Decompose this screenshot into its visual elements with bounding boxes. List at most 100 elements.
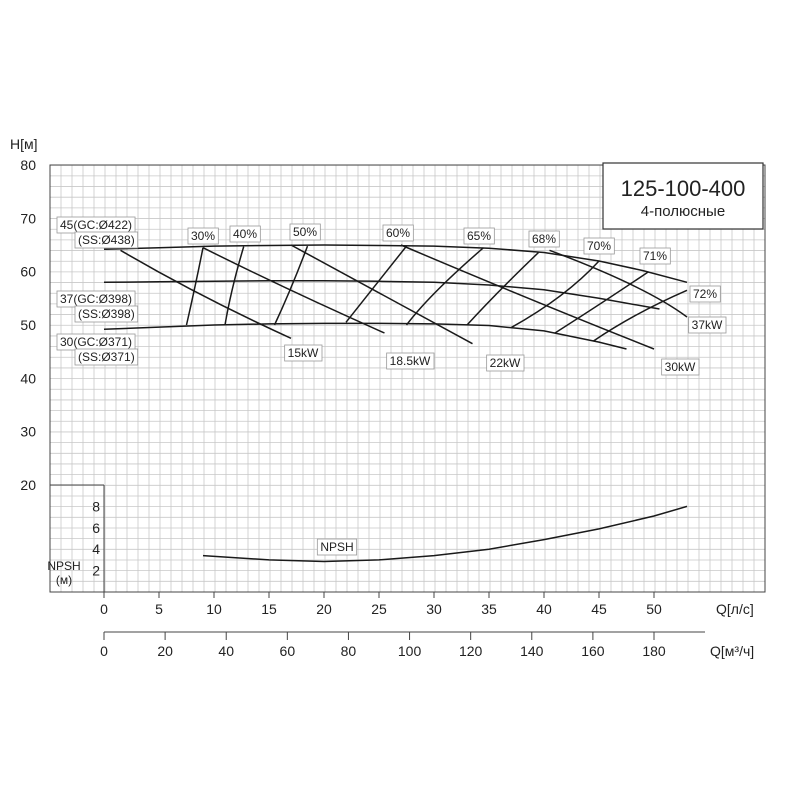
power-curve xyxy=(120,249,292,339)
head-curve-label: 45(GC:Ø422) xyxy=(60,218,132,232)
y-tick-label: 20 xyxy=(20,477,36,493)
power-label: 30kW xyxy=(665,360,696,374)
x-tick-label-ls: 10 xyxy=(206,601,222,617)
efficiency-label-box xyxy=(382,224,414,242)
efficiency-label-box xyxy=(463,227,495,245)
efficiency-label-box xyxy=(229,225,261,243)
x-tick-label-ls: 0 xyxy=(100,601,108,617)
efficiency-label: 65% xyxy=(467,229,491,243)
y-tick-label: 60 xyxy=(20,264,36,280)
y-tick-label: 50 xyxy=(20,317,36,333)
efficiency-curve xyxy=(224,246,245,326)
npsh-tick-label: 8 xyxy=(92,498,100,514)
power-label: 15kW xyxy=(288,346,319,360)
npsh-axis-label: (м) xyxy=(56,573,72,587)
x-tick-label-ls: 50 xyxy=(646,601,662,617)
y-tick-label: 70 xyxy=(20,210,36,226)
head-curve xyxy=(103,244,688,284)
efficiency-label: 40% xyxy=(233,227,257,241)
efficiency-label: 70% xyxy=(587,239,611,253)
npsh-curve-label-box xyxy=(316,538,358,556)
x-tick-label-ls: 35 xyxy=(481,601,497,617)
efficiency-curve xyxy=(593,289,688,342)
efficiency-curve xyxy=(405,247,484,326)
power-label: 18.5kW xyxy=(390,354,431,368)
efficiency-label: 68% xyxy=(532,232,556,246)
npsh-tick-label: 6 xyxy=(92,520,100,536)
efficiency-label-box xyxy=(187,227,219,245)
labels-layer: 45(GC:Ø422)(SS:Ø438) 37(GC:Ø398)(SS:Ø398)… xyxy=(56,216,727,556)
power-label-box xyxy=(284,344,323,362)
head-curve xyxy=(103,322,627,350)
head-curve-label-box xyxy=(74,231,139,249)
power-label: 22kW xyxy=(490,356,521,370)
y-tick-label: 30 xyxy=(20,424,36,440)
x-axis-title-ls: Q[л/с] xyxy=(716,601,754,617)
efficiency-label-box xyxy=(528,230,560,248)
y-tick-label: 80 xyxy=(20,157,36,173)
efficiency-label: 60% xyxy=(386,226,410,240)
x-tick-label-ls: 5 xyxy=(155,601,163,617)
power-label: 37kW xyxy=(692,318,723,332)
efficiency-label: 72% xyxy=(693,287,717,301)
power-curve xyxy=(202,247,385,334)
efficiency-curve xyxy=(273,245,309,326)
npsh-axis-label: NPSH xyxy=(47,559,80,573)
head-curve-label: (SS:Ø398) xyxy=(78,307,135,321)
power-label-box xyxy=(486,354,525,372)
efficiency-label-box xyxy=(639,247,671,265)
x-tick-label-m3h: 20 xyxy=(157,643,173,659)
x-tick-label-m3h: 80 xyxy=(341,643,357,659)
x-tick-label-m3h: 60 xyxy=(280,643,296,659)
x-tick-label-ls: 45 xyxy=(591,601,607,617)
y-axis-title: H[м] xyxy=(10,136,38,152)
x-tick-label-m3h: 100 xyxy=(398,643,422,659)
head-curve-label: (SS:Ø371) xyxy=(78,350,135,364)
x-tick-label-ls: 15 xyxy=(261,601,277,617)
efficiency-label-box xyxy=(289,223,321,241)
x-tick-label-m3h: 160 xyxy=(581,643,605,659)
head-curve-label: 37(GC:Ø398) xyxy=(60,292,132,306)
efficiency-label: 50% xyxy=(293,225,317,239)
y-tick-label: 40 xyxy=(20,370,36,386)
npsh-tick-label: 2 xyxy=(92,563,100,579)
efficiency-curve xyxy=(345,245,408,323)
x-tick-label-ls: 40 xyxy=(536,601,552,617)
x-tick-label-m3h: 40 xyxy=(218,643,234,659)
title-box: 125-100-400 4-полюсные xyxy=(602,162,764,230)
efficiency-curve xyxy=(510,260,600,329)
power-curve xyxy=(549,249,688,318)
curves-layer xyxy=(103,244,688,563)
power-label-box xyxy=(386,352,435,370)
chart-title: 125-100-400 xyxy=(621,176,746,201)
x-tick-label-ls: 30 xyxy=(426,601,442,617)
head-curve-label-box xyxy=(74,348,139,366)
x-tick-label-ls: 25 xyxy=(371,601,387,617)
x-tick-label-m3h: 140 xyxy=(520,643,544,659)
x-axis-title-m3h: Q[м³/ч] xyxy=(710,643,754,659)
efficiency-curve xyxy=(185,247,204,326)
power-label-box xyxy=(688,316,727,334)
chart-subtitle: 4-полюсные xyxy=(641,203,725,220)
npsh-curve xyxy=(202,505,688,563)
head-curve-label: 30(GC:Ø371) xyxy=(60,335,132,349)
efficiency-label: 71% xyxy=(643,249,667,263)
efficiency-label: 30% xyxy=(191,229,215,243)
grid-minor xyxy=(49,164,766,593)
npsh-curve-label: NPSH xyxy=(320,540,353,554)
npsh-tick-label: 4 xyxy=(92,541,100,557)
efficiency-curve xyxy=(466,251,540,326)
x-tick-label-m3h: 0 xyxy=(100,643,108,659)
power-curve xyxy=(400,244,655,350)
x-tick-label-ls: 20 xyxy=(316,601,332,617)
efficiency-curve xyxy=(554,271,649,334)
x-tick-label-m3h: 180 xyxy=(642,643,666,659)
power-label-box xyxy=(661,358,700,376)
efficiency-label-box xyxy=(689,285,721,303)
power-curve xyxy=(290,244,473,345)
x-tick-label-m3h: 120 xyxy=(459,643,483,659)
head-curve-label-box xyxy=(74,305,139,323)
